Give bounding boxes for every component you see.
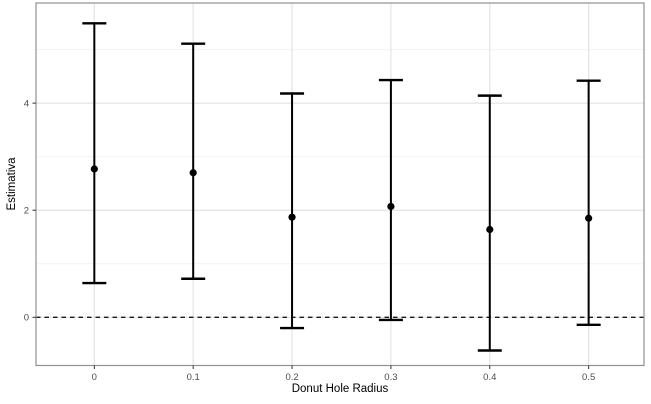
estimate-point: [90, 165, 98, 173]
x-axis-title: Donut Hole Radius: [291, 383, 389, 395]
y-tick-label: 2: [24, 205, 29, 216]
estimate-point: [486, 225, 494, 234]
x-tick-label: 0.1: [187, 372, 200, 383]
panel-border: [35, 2, 645, 367]
y-axis-title: Estimativa: [6, 157, 18, 211]
estimate-point: [585, 214, 593, 222]
plot-panel: [36, 3, 644, 366]
x-tick-label: 0.5: [582, 372, 595, 383]
y-tick-label: 0: [24, 312, 29, 323]
x-tick-label: 0.4: [483, 372, 496, 383]
x-tick-label: 0.3: [384, 372, 397, 383]
estimate-point: [288, 213, 296, 221]
y-tick-label: 4: [24, 98, 29, 109]
x-tick-label: 0.2: [285, 372, 298, 383]
estimate-point: [189, 169, 197, 177]
x-tick-label: 0: [92, 372, 97, 383]
estimate-point: [387, 202, 395, 211]
